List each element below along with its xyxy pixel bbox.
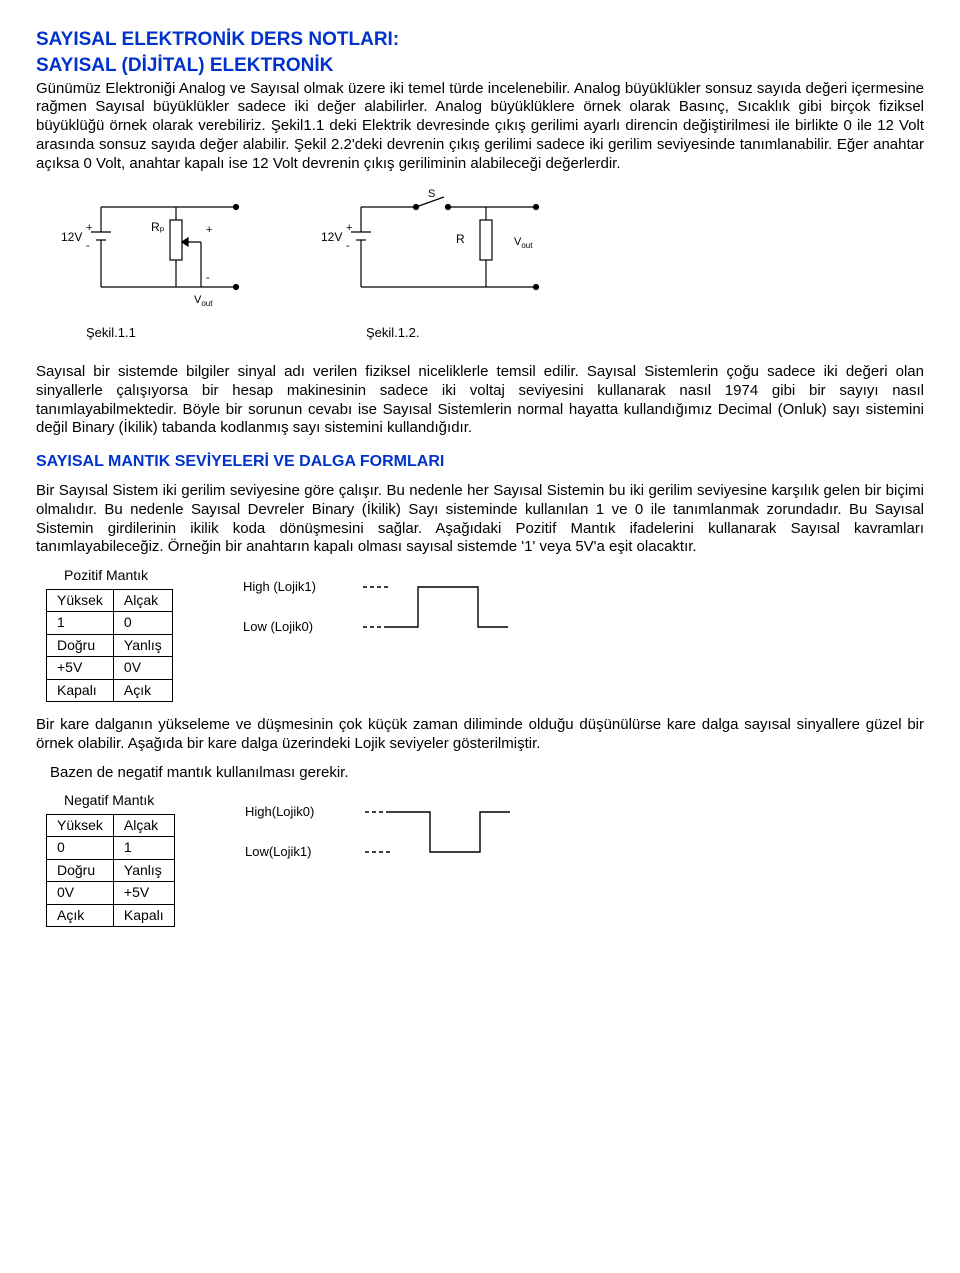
doc-title-line1: SAYISAL ELEKTRONİK DERS NOTLARI:: [36, 28, 924, 52]
paragraph-3: Bir Sayısal Sistem iki gerilim seviyesin…: [36, 482, 924, 557]
circuit-1-svg: 12V + - Rₚ + - Vout Şekil.1.1: [46, 187, 266, 347]
neg-col2: Alçak: [113, 814, 174, 837]
circuit2-vout-label: Vout: [514, 236, 533, 250]
svg-text:-: -: [346, 240, 350, 252]
pos-r1c1: Yanlış: [113, 634, 172, 657]
negative-logic-table: YüksekAlçak 01 DoğruYanlış 0V+5V AçıkKap…: [46, 814, 175, 928]
circuit1-caption: Şekil.1.1: [86, 325, 136, 340]
circuit2-supply-label: 12V: [321, 230, 342, 244]
svg-text:-: -: [86, 240, 90, 252]
negative-logic-wave: High(Lojik0) Low(Lojik1): [235, 792, 535, 882]
pos-r1c0: Doğru: [47, 634, 114, 657]
circuit1-supply-label: 12V: [61, 230, 82, 244]
pos-col1: Yüksek: [47, 589, 114, 612]
circuit2-caption: Şekil.1.2.: [366, 325, 419, 340]
neg-r0c1: 1: [113, 837, 174, 860]
neg-col1: Yüksek: [47, 814, 114, 837]
positive-logic-wave: High (Lojik1) Low (Lojik0): [233, 567, 533, 657]
svg-text:+: +: [86, 222, 92, 234]
negative-logic-block: Negatif Mantık YüksekAlçak 01 DoğruYanlı…: [46, 792, 924, 927]
pos-r2c1: 0V: [113, 657, 172, 680]
pos-col2: Alçak: [113, 589, 172, 612]
pos-r0c1: 0: [113, 612, 172, 635]
neg-r1c1: Yanlış: [113, 859, 174, 882]
paragraph-2: Sayısal bir sistemde bilgiler sinyal adı…: [36, 363, 924, 438]
paragraph-4: Bir kare dalganın yükseleme ve düşmesini…: [36, 716, 924, 754]
neg-r1c0: Doğru: [47, 859, 114, 882]
paragraph-5: Bazen de negatif mantık kullanılması ger…: [50, 764, 924, 783]
figure-1-2: S 12V + - R Vout Şekil.1.2.: [306, 187, 566, 353]
pos-r3c1: Açık: [113, 679, 172, 702]
svg-text:+: +: [346, 222, 352, 234]
pos-wave-low: Low (Lojik0): [243, 619, 313, 634]
figure-row-circuits: 12V + - Rₚ + - Vout Şekil.1.1: [46, 187, 924, 353]
pos-r2c0: +5V: [47, 657, 114, 680]
neg-r2c0: 0V: [47, 882, 114, 905]
section-heading-logic-levels: SAYISAL MANTIK SEVİYELERİ VE DALGA FORML…: [36, 452, 924, 472]
negative-logic-caption: Negatif Mantık: [64, 792, 175, 810]
positive-logic-caption: Pozitif Mantık: [64, 567, 173, 585]
pos-wave-high: High (Lojik1): [243, 579, 316, 594]
figure-1-1: 12V + - Rₚ + - Vout Şekil.1.1: [46, 187, 266, 353]
neg-r3c0: Açık: [47, 904, 114, 927]
doc-title-line2: SAYISAL (DİJİTAL) ELEKTRONİK: [36, 54, 924, 78]
circuit1-resistor-label: Rₚ: [151, 220, 165, 234]
positive-logic-block: Pozitif Mantık YüksekAlçak 10 DoğruYanlı…: [46, 567, 924, 702]
circuit1-vout-label: Vout: [194, 294, 213, 308]
paragraph-1: Günümüz Elektroniği Analog ve Sayısal ol…: [36, 80, 924, 174]
neg-wave-high: High(Lojik0): [245, 804, 314, 819]
pos-r0c0: 1: [47, 612, 114, 635]
svg-text:+: +: [206, 224, 212, 236]
pos-r3c0: Kapalı: [47, 679, 114, 702]
neg-r2c1: +5V: [113, 882, 174, 905]
circuit2-switch-label: S: [428, 188, 435, 200]
circuit-2-svg: S 12V + - R Vout Şekil.1.2.: [306, 187, 566, 347]
circuit2-resistor-label: R: [456, 232, 465, 246]
neg-wave-low: Low(Lojik1): [245, 844, 311, 859]
neg-r0c0: 0: [47, 837, 114, 860]
neg-r3c1: Kapalı: [113, 904, 174, 927]
positive-logic-table: YüksekAlçak 10 DoğruYanlış +5V0V KapalıA…: [46, 589, 173, 703]
svg-text:-: -: [206, 272, 210, 284]
